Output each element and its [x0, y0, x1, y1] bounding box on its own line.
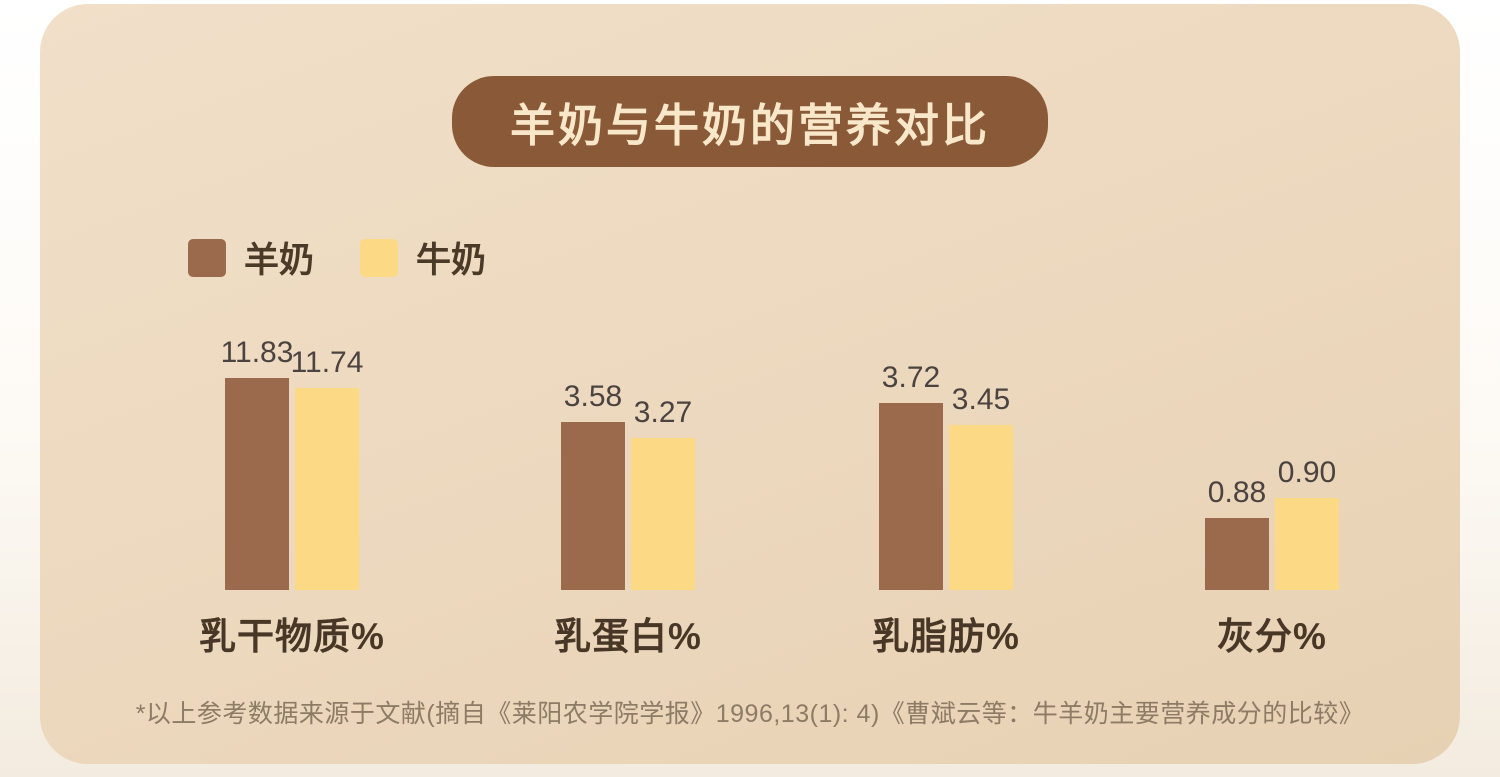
legend-label: 羊奶: [244, 241, 315, 280]
legend-item-goat-milk: 羊奶: [188, 232, 314, 283]
legend-item-cow-milk: 牛奶: [360, 232, 486, 283]
chart-legend: 羊奶 牛奶: [188, 232, 486, 283]
cow-milk-swatch: [360, 238, 399, 277]
chart-panel: 羊奶与牛奶的营养对比 羊奶 牛奶 *以上参考数据来源于文献(摘自《莱阳农学院学报…: [40, 4, 1460, 764]
chart-title-pill: 羊奶与牛奶的营养对比: [451, 76, 1049, 167]
goat-milk-swatch: [188, 238, 226, 277]
source-footnote: *以上参考数据来源于文献(摘自《莱阳农学院学报》1996,13(1): 4)《曹…: [135, 700, 1365, 728]
legend-label: 牛奶: [416, 241, 487, 280]
